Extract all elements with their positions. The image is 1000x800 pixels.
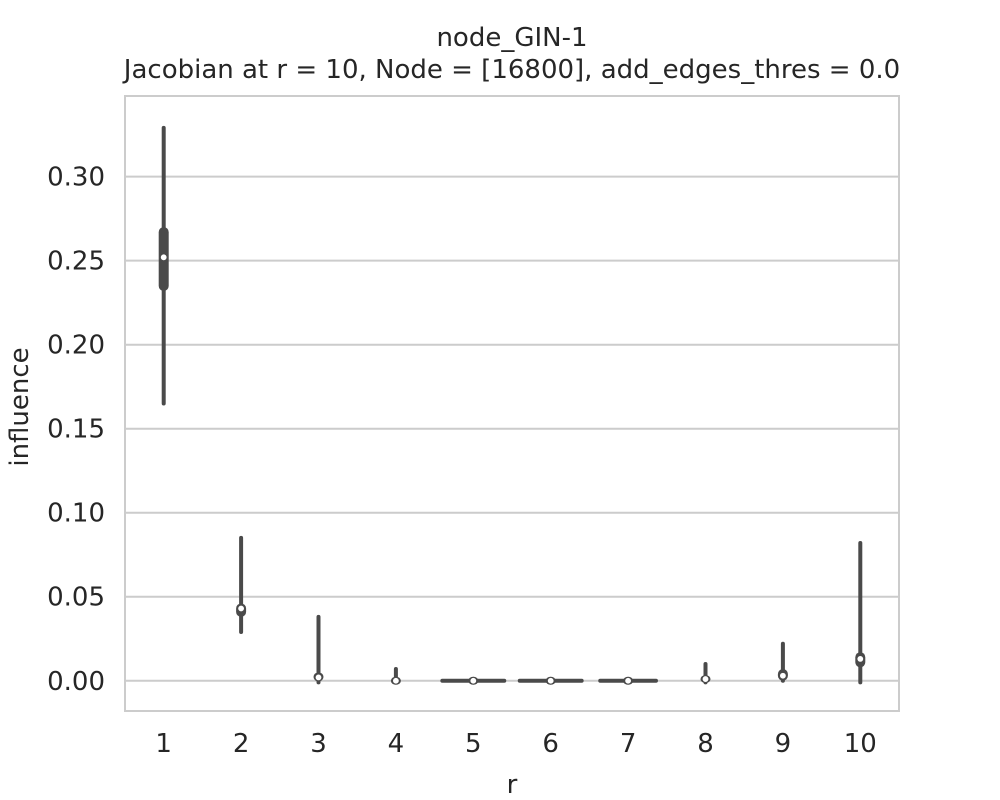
y-tick-label: 0.00 — [47, 667, 105, 697]
x-tick-label: 5 — [465, 729, 482, 759]
median-point — [314, 673, 323, 682]
median-point — [701, 675, 710, 683]
x-tick-label: 3 — [310, 729, 327, 759]
x-tick-label: 1 — [155, 729, 172, 759]
chart-subtitle: Jacobian at r = 10, Node = [16800], add_… — [122, 55, 900, 85]
x-tick-label: 8 — [697, 729, 714, 759]
violin-mark-8 — [700, 661, 711, 685]
mark-layer — [158, 125, 866, 685]
median-point — [237, 604, 246, 613]
x-tick-label: 6 — [542, 729, 559, 759]
violin-mark-9 — [777, 641, 788, 683]
violin-mark-6 — [517, 676, 584, 685]
median-point — [856, 655, 865, 663]
chart-title: node_GIN-1 — [436, 23, 587, 53]
y-tick-label: 0.10 — [47, 499, 105, 529]
x-tick-label: 4 — [388, 729, 405, 759]
tick-layer: 0.00 0.05 0.10 0.15 0.20 0.25 0.30 1 2 3 4 5 6 7 8 9 10 — [47, 163, 877, 759]
x-tick-label: 9 — [775, 729, 792, 759]
violin-mark-4 — [390, 666, 401, 685]
violin-mark-7 — [598, 676, 658, 685]
y-tick-label: 0.20 — [47, 331, 105, 361]
violin-mark-5 — [440, 676, 507, 685]
violin-mark-10 — [855, 540, 866, 685]
median-point — [624, 676, 632, 685]
y-axis-label: influence — [5, 347, 35, 466]
y-tick-label: 0.25 — [47, 247, 105, 277]
violin-mark-2 — [236, 535, 247, 635]
x-tick-label: 2 — [233, 729, 250, 759]
x-axis-label: r — [507, 770, 518, 800]
violin-mark-3 — [313, 614, 324, 685]
median-point — [392, 676, 400, 685]
median-point — [546, 676, 555, 685]
grid-layer — [125, 175, 899, 682]
x-tick-label: 10 — [844, 729, 877, 759]
y-tick-label: 0.05 — [47, 583, 105, 613]
x-tick-label: 7 — [620, 729, 637, 759]
y-tick-label: 0.15 — [47, 415, 105, 445]
median-point — [159, 253, 168, 262]
violin-mark-1 — [158, 125, 169, 406]
plot-frame — [124, 95, 900, 712]
y-tick-label: 0.30 — [47, 163, 105, 193]
median-point — [779, 671, 787, 680]
median-point — [469, 676, 478, 685]
